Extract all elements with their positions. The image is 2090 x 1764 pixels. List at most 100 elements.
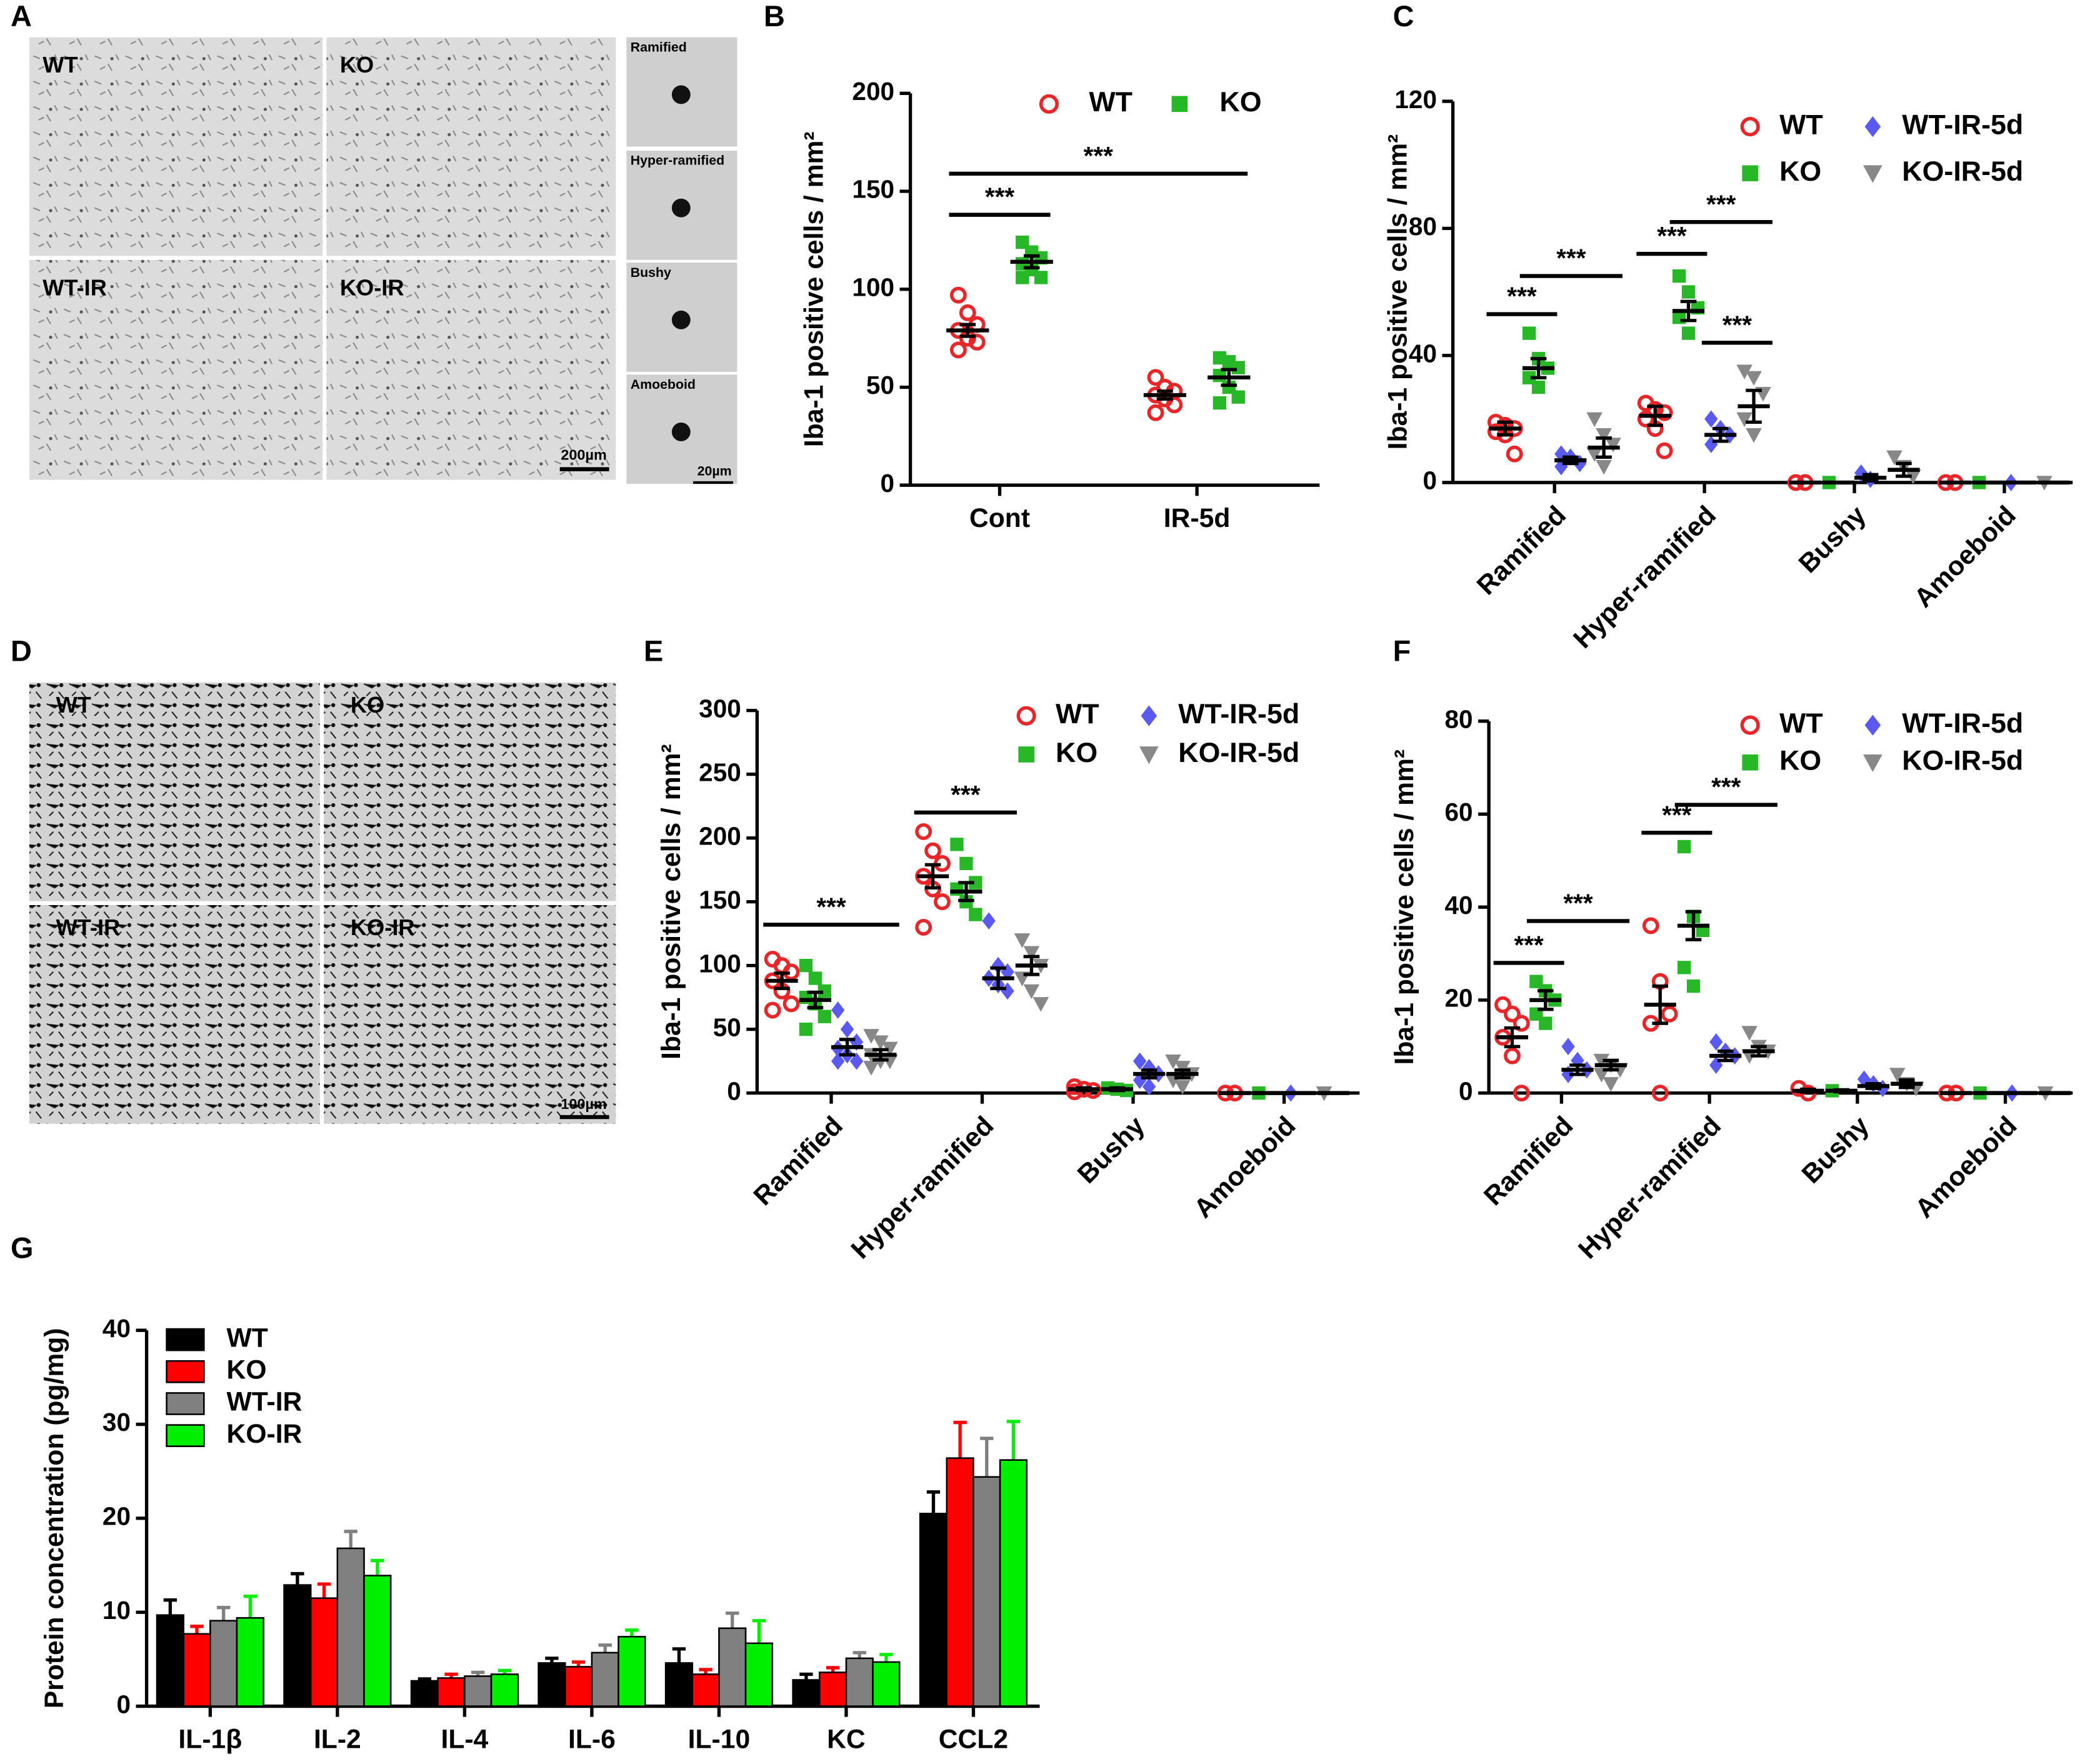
sem-bar bbox=[1602, 1058, 1619, 1072]
bar bbox=[845, 1657, 874, 1707]
significance-label: *** bbox=[1711, 773, 1741, 801]
y-tick-label: 100 bbox=[852, 273, 894, 301]
sem-bar bbox=[1157, 389, 1173, 401]
sem-bar bbox=[1833, 1088, 1850, 1094]
sem-bar bbox=[839, 1038, 856, 1057]
data-point bbox=[1504, 1005, 1521, 1023]
legend-label: WT bbox=[1779, 708, 1823, 739]
sem-bar bbox=[1504, 1026, 1521, 1048]
data-point bbox=[782, 995, 800, 1013]
error-bar bbox=[852, 1651, 866, 1658]
x-tick-label: Ramified bbox=[1471, 500, 1572, 601]
micrograph bbox=[29, 37, 323, 256]
significance-label: *** bbox=[1084, 141, 1114, 170]
legend-label: KO bbox=[1056, 737, 1098, 768]
data-point bbox=[849, 1052, 864, 1070]
data-point bbox=[1147, 369, 1164, 386]
data-point bbox=[1531, 380, 1546, 394]
data-point bbox=[1605, 438, 1621, 453]
image-label: WT bbox=[42, 52, 78, 78]
bar bbox=[999, 1459, 1028, 1707]
data-point bbox=[1704, 436, 1718, 453]
data-point bbox=[1681, 326, 1696, 340]
sem-bar bbox=[1685, 910, 1702, 941]
significance-label: *** bbox=[1563, 889, 1593, 918]
image-label: WT bbox=[56, 692, 91, 718]
x-tick-label: IL-2 bbox=[314, 1724, 361, 1754]
sem-bar bbox=[1562, 455, 1579, 466]
bar bbox=[664, 1662, 694, 1707]
data-point bbox=[872, 1035, 889, 1050]
bar bbox=[437, 1677, 466, 1707]
bar bbox=[363, 1575, 392, 1707]
data-point bbox=[840, 1020, 854, 1038]
significance-label: *** bbox=[1657, 221, 1687, 250]
bar bbox=[309, 1597, 339, 1707]
panel-letter: F bbox=[1393, 634, 1411, 667]
sem-bar bbox=[1141, 1068, 1158, 1080]
bar bbox=[744, 1642, 773, 1707]
legend-swatch bbox=[166, 1392, 205, 1415]
data-point bbox=[1736, 364, 1752, 379]
data-point bbox=[1672, 269, 1686, 283]
y-tick-label: 100 bbox=[699, 949, 741, 978]
data-point bbox=[959, 304, 976, 321]
data-point bbox=[1023, 946, 1040, 961]
data-point bbox=[1886, 450, 1902, 466]
sem-bar bbox=[1751, 1045, 1767, 1058]
error-bar bbox=[1006, 1420, 1021, 1460]
sem-bar bbox=[774, 971, 790, 991]
legend-label: KO bbox=[1779, 745, 1821, 776]
sem-bar bbox=[924, 863, 941, 890]
bar bbox=[618, 1636, 646, 1707]
data-point bbox=[1032, 997, 1049, 1012]
error-bar bbox=[291, 1571, 304, 1585]
data-point bbox=[949, 341, 967, 359]
y-tick-label: 250 bbox=[699, 758, 741, 786]
legend-label: KO bbox=[1779, 156, 1821, 187]
error-bar bbox=[163, 1598, 178, 1615]
legend-label: WT-IR bbox=[227, 1387, 302, 1417]
data-point bbox=[1740, 715, 1760, 735]
data-point bbox=[1740, 117, 1760, 137]
data-point bbox=[1709, 1033, 1723, 1051]
legend-swatch bbox=[166, 1328, 205, 1351]
sem-bar bbox=[1680, 299, 1697, 323]
image-label: KO bbox=[340, 52, 374, 78]
error-bar bbox=[752, 1619, 766, 1643]
x-tick-label: Amoeboid bbox=[1908, 500, 2021, 613]
y-tick-label: 50 bbox=[866, 371, 894, 399]
data-point bbox=[1166, 396, 1183, 414]
panel-letter: D bbox=[11, 634, 32, 667]
data-point bbox=[882, 1054, 898, 1070]
significance-label: *** bbox=[1556, 244, 1586, 273]
error-bar bbox=[371, 1558, 384, 1576]
data-point bbox=[915, 918, 932, 936]
y-tick-label: 0 bbox=[727, 1076, 741, 1105]
data-point bbox=[1746, 428, 1762, 443]
bar bbox=[490, 1673, 519, 1707]
data-point bbox=[1864, 116, 1881, 138]
legend-label: KO-IR bbox=[227, 1419, 302, 1449]
data-point bbox=[799, 958, 813, 973]
error-bar bbox=[317, 1582, 331, 1598]
sem-bar bbox=[1109, 1086, 1126, 1093]
micrograph bbox=[324, 905, 616, 1124]
y-tick-label: 80 bbox=[1445, 704, 1473, 733]
data-point bbox=[950, 882, 964, 896]
data-point bbox=[818, 1010, 831, 1023]
error-bar bbox=[190, 1625, 204, 1634]
data-point bbox=[764, 1001, 781, 1019]
sem-bar bbox=[959, 323, 976, 338]
legend-swatch bbox=[166, 1424, 205, 1448]
bar bbox=[792, 1679, 821, 1707]
data-point bbox=[924, 842, 942, 859]
y-tick-label: 0 bbox=[116, 1690, 131, 1718]
data-point bbox=[799, 1022, 813, 1036]
y-tick-label: 20 bbox=[102, 1502, 131, 1531]
sem-bar bbox=[1862, 473, 1879, 483]
legend-label: WT bbox=[1056, 698, 1099, 729]
x-tick-label: Cont bbox=[969, 503, 1030, 533]
image-label: WT-IR bbox=[42, 274, 107, 300]
